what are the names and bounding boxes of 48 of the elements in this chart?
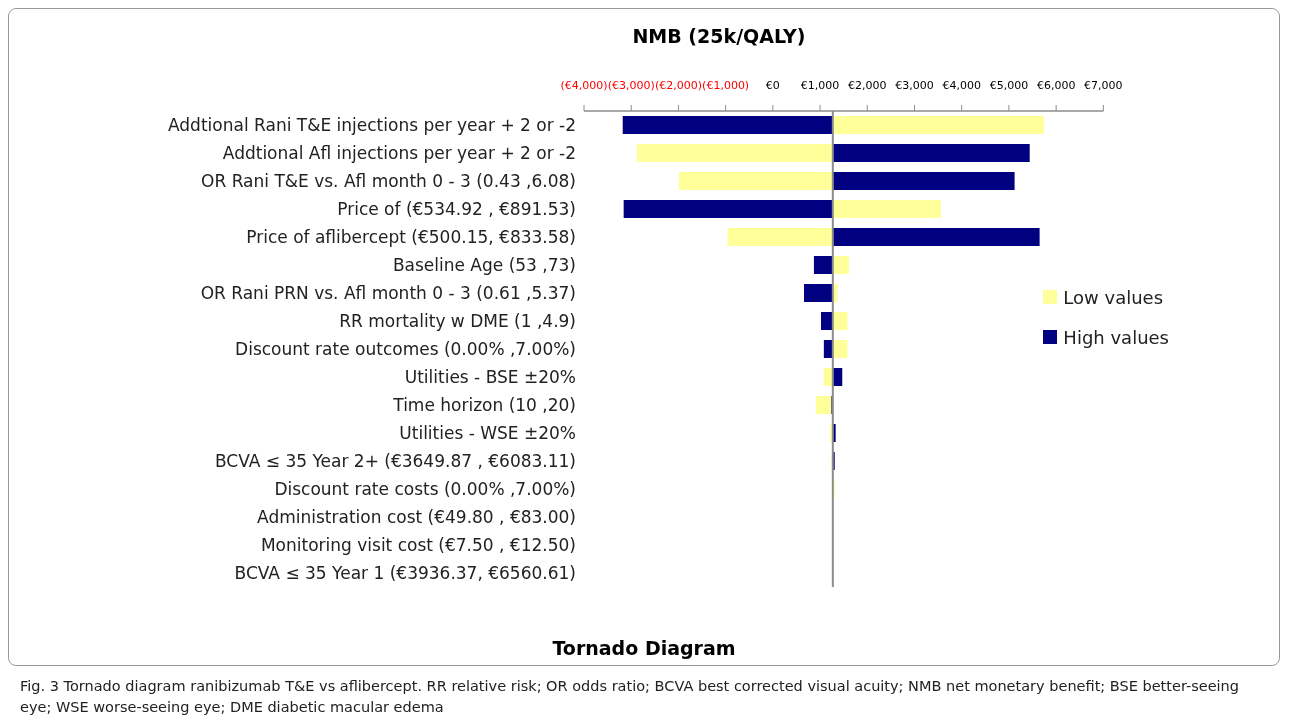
y-tick-label: Price of (€534.92 , €891.53) (337, 199, 576, 220)
bar (832, 200, 941, 218)
bar (832, 228, 1040, 246)
bar (636, 144, 833, 162)
bar (832, 256, 849, 274)
bar (623, 200, 833, 218)
bar (832, 116, 1044, 134)
y-tick-label: Addtional Rani T&E injections per year + 2 or -2 (168, 115, 576, 136)
bar (832, 144, 1030, 162)
y-tick-label: BCVA ≤ 35 Year 1 (€3936.37, €6560.61) (234, 563, 576, 584)
x-tick-label: €6,000 (1036, 79, 1076, 92)
x-axis-title: NMB (25k/QALY) (631, 25, 807, 47)
y-tick-label: OR Rani T&E vs. Afl month 0 - 3 (0.43 ,6.08) (201, 171, 576, 192)
bar (678, 172, 833, 190)
y-tick-label: Time horizon (10 ,20) (392, 395, 576, 416)
bar (804, 284, 833, 302)
y-tick-label: Administration cost (€49.80 , €83.00) (257, 507, 576, 528)
bar (821, 312, 833, 330)
x-tick-label: (€2,000) (654, 79, 702, 92)
legend-label: High values (1063, 326, 1169, 348)
bar (622, 116, 833, 134)
legend-label: Low values (1063, 286, 1164, 308)
y-tick-label: RR mortality w DME (1 ,4.9) (339, 311, 576, 332)
x-tick-label: €2,000 (848, 79, 887, 92)
x-tick-label: €4,000 (942, 79, 981, 92)
y-tick-label: Baseline Age (53 ,73) (392, 255, 576, 276)
y-tick-label: Discount rate costs (0.00% ,7.00%) (274, 479, 576, 500)
text: Tornado Diagram (551, 637, 737, 659)
y-tick-label: Discount rate outcomes (0.00% ,7.00%) (235, 339, 576, 360)
x-tick-label: €1,000 (800, 79, 840, 92)
y-tick-label: Monitoring visit cost (€7.50 , €12.50) (260, 535, 576, 556)
y-tick-label: Addtional Afl injections per year + 2 or -2 (222, 143, 576, 164)
y-tick-label: Utilities - BSE ±20% (404, 367, 576, 388)
y-tick-label: BCVA ≤ 35 Year 2+ (€3649.87 , €6083.11) (214, 451, 576, 472)
x-tick-label: €5,000 (989, 79, 1029, 92)
bar (727, 228, 833, 246)
bar (832, 172, 1015, 190)
x-tick-label: €7,000 (1084, 79, 1123, 92)
caption: Fig. 3 Tornado diagram ranibizumab T&E vs aflibercept. RR relative risk; OR odds ratio; BCVA best corrected visual acuity; NMB net monetary benefit; BSE better-seeing eye; WSE worse-seeing eye; DME diabetic macular edema (20, 677, 1240, 717)
y-tick-label: Utilities - WSE ±20% (399, 423, 576, 444)
x-tick-label: €3,000 (895, 79, 934, 92)
x-tick-label: €0 (765, 79, 780, 92)
x-tick-label: (€4,000) (560, 79, 608, 92)
y-tick-label: Price of aflibercept (€500.15, €833.58) (246, 227, 576, 248)
x-tick-label: (€1,000) (702, 79, 750, 92)
x-tick-label: (€3,000) (607, 79, 655, 92)
y-tick-label: OR Rani PRN vs. Afl month 0 - 3 (0.61 ,5.37) (200, 283, 576, 304)
bar (813, 256, 833, 274)
